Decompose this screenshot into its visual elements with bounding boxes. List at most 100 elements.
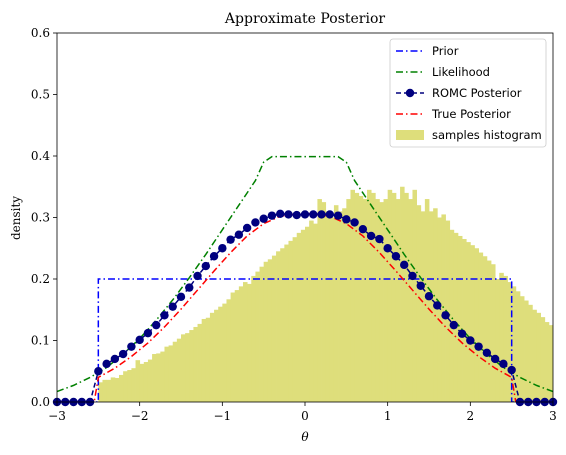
histogram-bar — [300, 229, 306, 402]
histogram-bar — [106, 379, 112, 402]
romc-markers — [52, 209, 558, 407]
histogram-bar — [226, 299, 231, 402]
romc-point — [474, 342, 483, 351]
romc-point — [110, 354, 120, 364]
histogram-bar — [139, 363, 145, 402]
histogram-bar — [238, 286, 244, 402]
histogram-bar — [131, 368, 136, 402]
romc-point — [242, 223, 252, 233]
series-line-true-posterior — [57, 213, 553, 402]
histogram-bar — [147, 359, 153, 402]
romc-point — [358, 224, 368, 234]
x-axis-label: θ — [301, 430, 309, 444]
histogram-bar — [420, 211, 426, 402]
y-axis: 0.0 0.1 0.2 0.3 0.4 0.5 0.6 — [31, 26, 57, 409]
histogram-bar — [404, 192, 409, 402]
x-tick-label: 2 — [467, 409, 475, 423]
legend-box — [389, 38, 547, 148]
histogram-bar — [470, 245, 475, 402]
romc-point — [309, 210, 318, 219]
histogram-bar — [503, 275, 508, 402]
histogram-bar — [309, 220, 314, 402]
histogram-bar — [445, 220, 451, 402]
histogram-bar — [474, 248, 479, 402]
histogram-bar — [511, 286, 517, 402]
romc-point — [333, 211, 343, 220]
histogram-bar — [540, 317, 546, 402]
histogram-bar — [532, 309, 537, 402]
histogram-bar — [346, 199, 351, 402]
histogram-bar — [387, 189, 393, 402]
histogram-bar — [453, 232, 459, 402]
romc-point — [94, 367, 103, 376]
histogram-bar — [123, 371, 128, 402]
histogram-bar — [164, 346, 169, 402]
x-tick-label: 0 — [301, 409, 309, 423]
x-tick-label: 3 — [549, 409, 557, 423]
legend-marker-romc-posterior — [405, 88, 415, 98]
histogram-bar — [119, 374, 124, 402]
romc-point — [284, 210, 293, 219]
histogram-bar — [222, 303, 227, 402]
histogram-bar — [375, 199, 380, 402]
histogram-bar — [395, 199, 401, 402]
histogram-bar — [491, 264, 496, 402]
romc-point — [416, 281, 425, 290]
x-tick-label: −1 — [213, 409, 231, 423]
histogram-bar — [152, 354, 157, 402]
romc-point — [350, 218, 359, 227]
x-axis: −3 −2 −1 0 1 2 3 — [48, 402, 557, 423]
histogram-bar — [457, 235, 463, 402]
histogram-bar — [358, 195, 364, 402]
romc-point — [366, 231, 376, 241]
histogram-bar — [354, 192, 360, 402]
histogram-bar — [160, 351, 165, 402]
histogram-bar — [383, 199, 389, 402]
romc-point — [507, 365, 516, 375]
histogram-bar — [478, 252, 484, 402]
histogram-bar — [333, 205, 339, 402]
histogram-bar — [189, 330, 194, 402]
romc-point — [276, 209, 285, 219]
legend-label-likelihood: Likelihood — [432, 65, 490, 79]
histogram-bar — [247, 283, 252, 402]
romc-point — [292, 210, 301, 220]
romc-point — [168, 302, 177, 311]
histogram-bar — [325, 211, 331, 402]
histogram-bar — [313, 223, 318, 402]
histogram-bar — [338, 211, 343, 402]
y-tick-label: 0.1 — [31, 334, 50, 348]
histogram-bar — [536, 312, 541, 402]
histogram-bar — [466, 242, 471, 402]
histogram-bar — [201, 318, 207, 402]
romc-point — [127, 342, 136, 351]
series-line-likelihood — [57, 155, 553, 393]
histogram-bar — [110, 377, 116, 402]
chart-title: Approximate Posterior — [224, 11, 385, 27]
y-tick-label: 0.0 — [31, 395, 50, 409]
legend-label-true-posterior: True Posterior — [431, 107, 511, 121]
histogram-bar — [234, 290, 240, 402]
romc-point — [135, 335, 144, 345]
histogram-bar — [143, 362, 149, 402]
histogram-bar — [276, 251, 281, 402]
romc-point — [251, 218, 260, 227]
legend-label-samples-histogram: samples histogram — [432, 128, 542, 142]
histogram-bar — [296, 232, 302, 402]
romc-point — [457, 329, 467, 338]
romc-point — [234, 230, 244, 239]
histogram-bar — [424, 199, 430, 402]
histogram-bar — [193, 326, 198, 402]
romc-point — [400, 260, 409, 270]
histogram-bar — [379, 202, 384, 402]
histogram-bar — [214, 309, 219, 402]
histogram-bar — [329, 217, 335, 402]
y-tick-label: 0.4 — [31, 149, 50, 163]
y-tick-label: 0.6 — [31, 26, 50, 40]
romc-point — [466, 336, 475, 345]
histogram-bar — [519, 296, 525, 402]
y-tick-label: 0.5 — [31, 88, 50, 102]
histogram-bar — [486, 260, 492, 402]
histogram-bar — [114, 378, 120, 402]
